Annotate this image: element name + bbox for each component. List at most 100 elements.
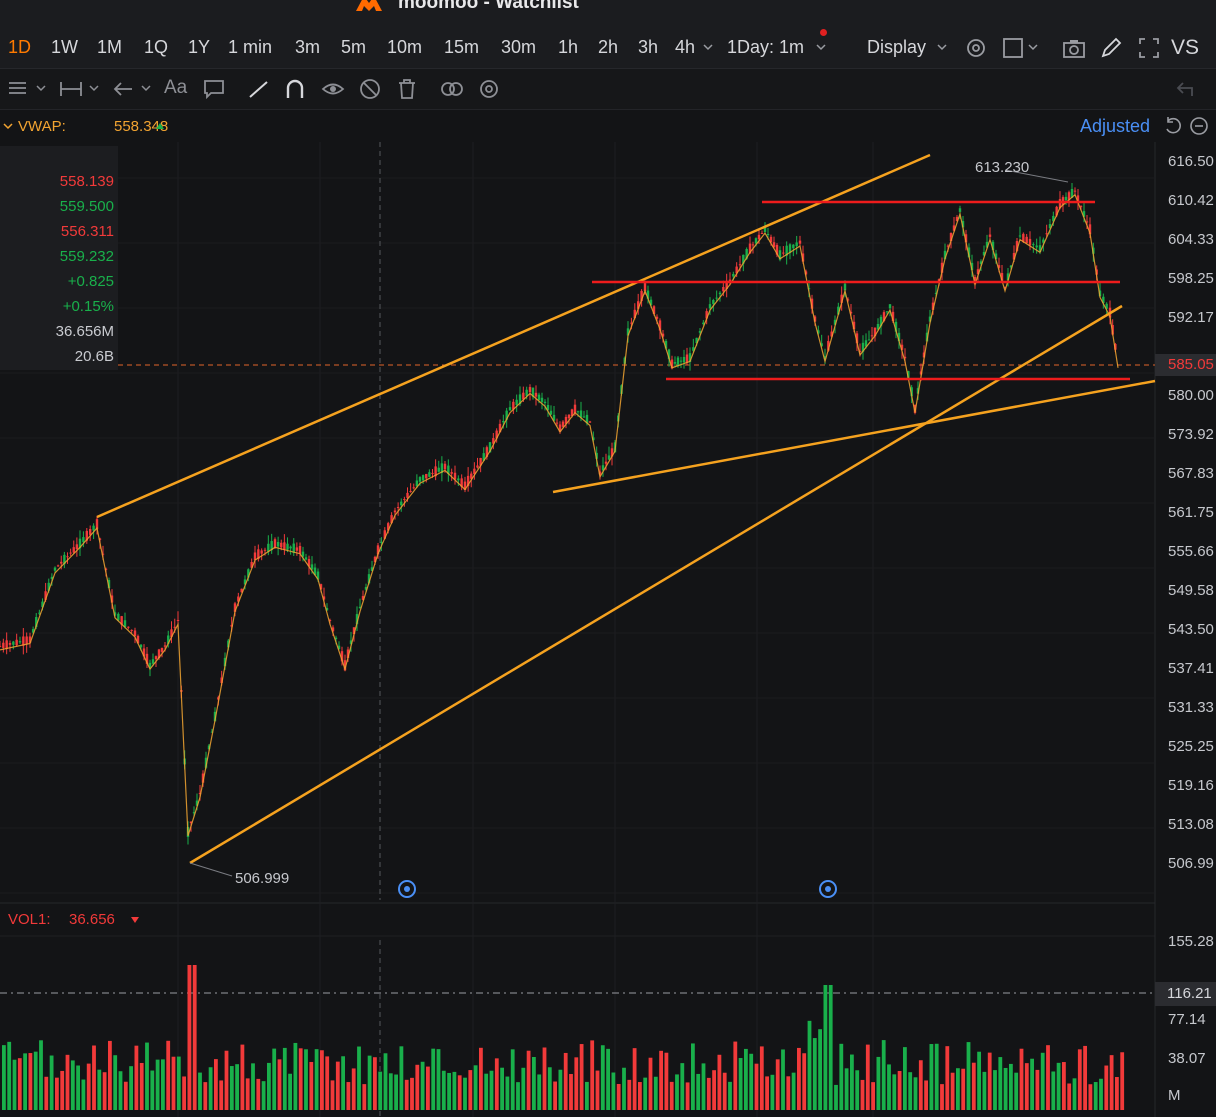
candle-body [931, 302, 935, 310]
zoom-out-icon[interactable] [1186, 113, 1212, 139]
candle-body [661, 333, 665, 337]
vol-axis-label: M [1168, 1087, 1181, 1104]
volume-bar [441, 1070, 446, 1110]
candle-body [412, 487, 415, 489]
volume-bar [542, 1047, 547, 1110]
adjusted-button[interactable]: Adjusted [1080, 116, 1151, 136]
tf-4h[interactable]: 4h [675, 37, 696, 57]
pencil-icon[interactable] [1098, 35, 1124, 61]
candle-body [807, 288, 811, 290]
candle-body [453, 472, 457, 480]
tf-10m[interactable]: 10m [387, 37, 423, 57]
volume-bar [510, 1049, 515, 1110]
trash-icon[interactable] [394, 76, 420, 102]
hide-icon[interactable] [357, 76, 383, 102]
eye-icon[interactable] [320, 76, 346, 102]
candle-body [283, 542, 286, 550]
tf-1min[interactable]: 1 min [228, 37, 273, 57]
candle-body [1028, 238, 1032, 246]
layout-icon[interactable] [1000, 35, 1026, 61]
fullscreen-icon[interactable] [1136, 35, 1162, 61]
candle-body [652, 306, 656, 314]
volume-bar [595, 1070, 600, 1110]
candle-body [107, 580, 111, 589]
volume-bar [346, 1082, 351, 1110]
chevron-down-icon[interactable] [35, 82, 47, 94]
compare-vs-button[interactable]: VS [1171, 36, 1200, 59]
vol-label[interactable]: VOL1: [8, 911, 51, 928]
text-size-icon[interactable]: Aa [164, 77, 188, 98]
candle-body [418, 477, 422, 482]
volume-bar [791, 1072, 796, 1110]
tf-30m[interactable]: 30m [501, 37, 537, 57]
arrow-left-icon[interactable] [110, 76, 136, 102]
candle-body [343, 660, 347, 671]
interval-select[interactable]: 1Day: 1m [727, 37, 805, 57]
magnet-icon[interactable] [282, 76, 308, 102]
chevron-down-icon[interactable] [140, 82, 152, 94]
vwap-line [0, 193, 1119, 837]
candle-body [534, 392, 538, 397]
chevron-down-icon[interactable] [702, 41, 714, 53]
volume-bar [420, 1061, 425, 1110]
tf-3m[interactable]: 3m [295, 37, 321, 57]
volume-bar [28, 1053, 33, 1110]
tf-2h[interactable]: 2h [598, 37, 619, 57]
candle-body [925, 332, 929, 342]
list-icon[interactable] [6, 76, 32, 102]
chevron-down-icon[interactable] [1027, 41, 1039, 53]
tf-1m[interactable]: 1M [97, 37, 123, 57]
chevron-down-icon[interactable] [815, 41, 827, 53]
chevron-down-icon[interactable] [2, 120, 14, 132]
candle-body [41, 601, 44, 608]
volume-bar [749, 1053, 754, 1110]
candle-body [247, 569, 250, 578]
trendline [189, 304, 1123, 865]
candle-body [349, 640, 353, 644]
candle-body [470, 473, 473, 479]
undo-icon[interactable] [1172, 76, 1198, 102]
chevron-down-icon[interactable] [936, 41, 948, 53]
candle-body [189, 821, 193, 823]
candle-body [601, 465, 605, 471]
candle-body [961, 221, 965, 228]
comment-icon[interactable] [201, 76, 227, 102]
candle-body [745, 249, 748, 259]
volume-bar [325, 1056, 330, 1110]
vwap-label[interactable]: VWAP: [18, 118, 66, 135]
compare-icon[interactable] [439, 76, 465, 102]
volume-bar [728, 1081, 732, 1110]
candle-body [846, 299, 850, 301]
gear-icon[interactable] [963, 35, 989, 61]
candle-body [792, 244, 795, 249]
volume-bar [1035, 1069, 1040, 1110]
candle-body [934, 292, 938, 294]
tf-1d[interactable]: 1D [8, 37, 32, 57]
measure-icon[interactable] [58, 76, 84, 102]
tf-1q[interactable]: 1Q [144, 37, 169, 57]
tf-1h[interactable]: 1h [558, 37, 579, 57]
candle-body [28, 636, 32, 643]
candle-body [133, 630, 137, 636]
volume-bar [473, 1065, 478, 1110]
candle-body [463, 481, 467, 490]
reset-icon[interactable] [1160, 113, 1186, 139]
candle-body [782, 252, 785, 254]
candle-body [916, 388, 920, 394]
volume-bar [754, 1063, 759, 1110]
settings-icon[interactable] [476, 76, 502, 102]
triangle-up-icon[interactable] [155, 122, 165, 130]
candle-body [676, 357, 680, 367]
tf-1y[interactable]: 1Y [188, 37, 211, 57]
tf-15m[interactable]: 15m [444, 37, 480, 57]
camera-icon[interactable] [1061, 35, 1087, 61]
triangle-down-icon[interactable] [130, 916, 140, 924]
chevron-down-icon[interactable] [88, 82, 100, 94]
line-tool-icon[interactable] [246, 76, 272, 102]
candle-body [837, 306, 840, 315]
tf-3h[interactable]: 3h [638, 37, 659, 57]
display-menu[interactable]: Display [867, 37, 927, 57]
tf-5m[interactable]: 5m [341, 37, 367, 57]
tf-1w[interactable]: 1W [51, 37, 78, 57]
